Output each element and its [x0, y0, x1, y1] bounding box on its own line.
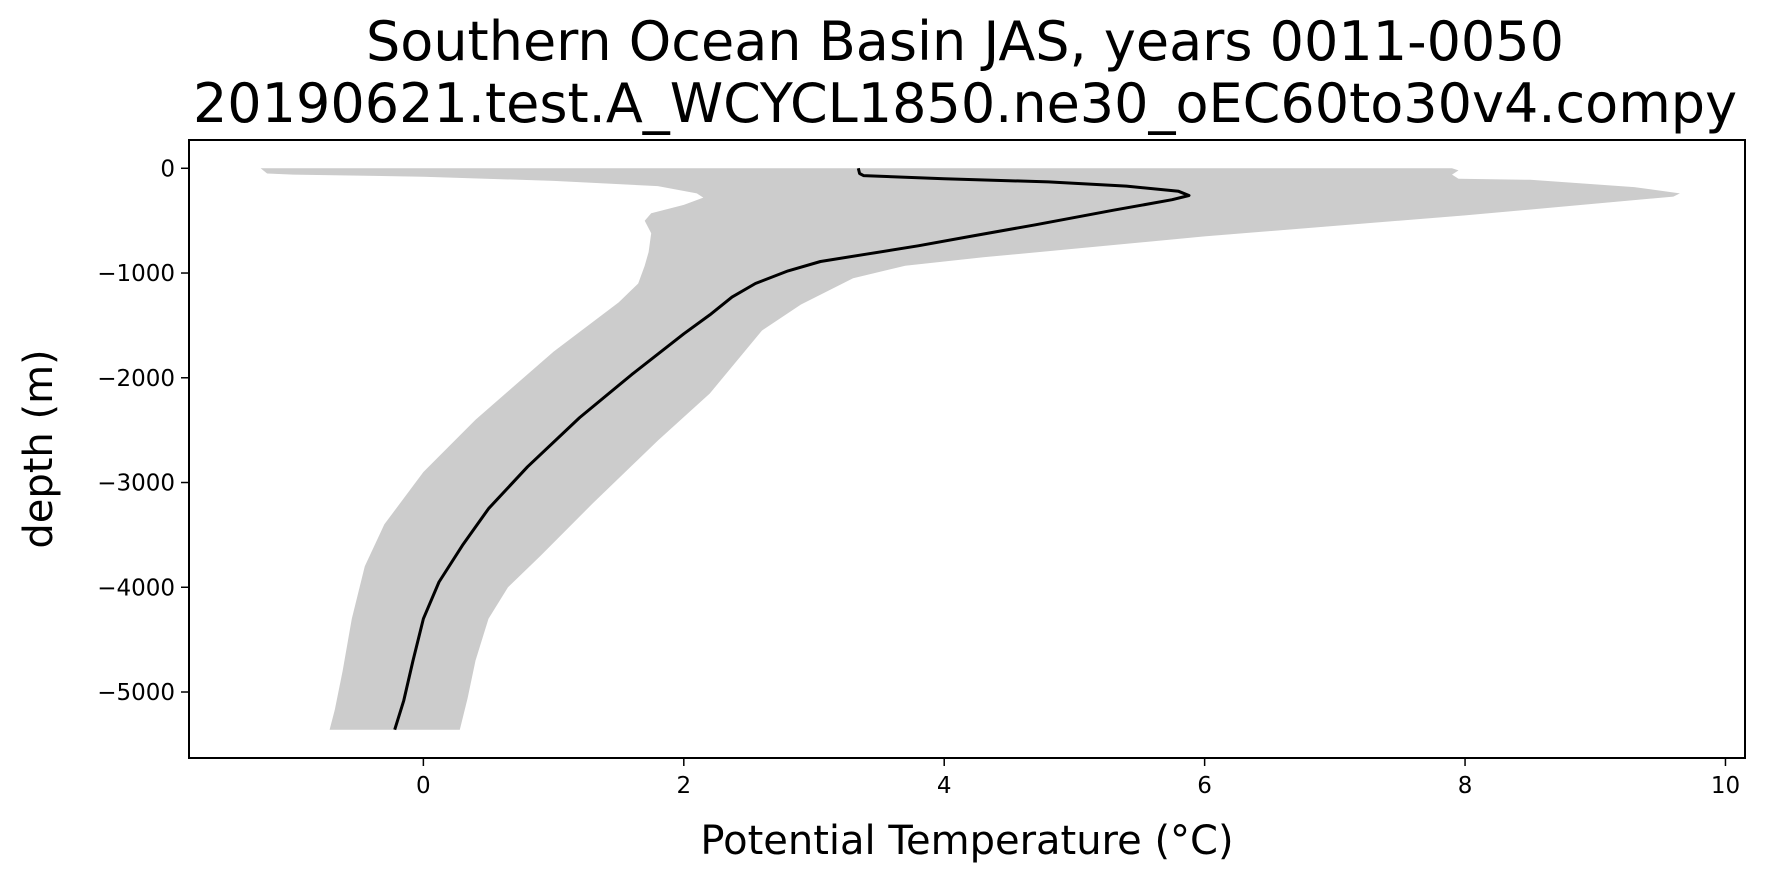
y-tick-label: −1000 [97, 261, 175, 287]
x-tick-label: 8 [1458, 773, 1473, 799]
y-tick-label: −4000 [97, 575, 175, 601]
mean-temperature-line [393, 167, 1191, 731]
chart-title: Southern Ocean Basin JAS, years 0011-005… [366, 10, 1564, 73]
temperature-profile-line-layer [393, 167, 1191, 731]
x-tick-label: 2 [676, 773, 691, 799]
x-axis-label: Potential Temperature (°C) [700, 818, 1233, 864]
temperature-range-band-layer [260, 168, 1680, 730]
plot-frame [188, 139, 1746, 759]
temperature-range-band [260, 168, 1680, 730]
y-axis-ticks: 0 −1000 −2000 −3000 −4000 −5000 [97, 156, 189, 706]
y-axis-label: depth (m) [16, 349, 62, 548]
y-tick-label: −3000 [97, 471, 175, 497]
y-tick-label: −2000 [97, 366, 175, 392]
x-tick-label: 0 [416, 773, 431, 799]
x-tick-label: 6 [1197, 773, 1212, 799]
x-axis-ticks: 0 2 4 6 8 10 [416, 758, 1740, 799]
y-tick-label: −5000 [97, 680, 175, 706]
chart-subtitle: 20190621.test.A_WCYCL1850.ne30_oEC60to30… [193, 72, 1737, 135]
x-tick-label: 4 [937, 773, 952, 799]
x-tick-label: 10 [1711, 773, 1740, 799]
y-tick-label: 0 [160, 156, 175, 182]
